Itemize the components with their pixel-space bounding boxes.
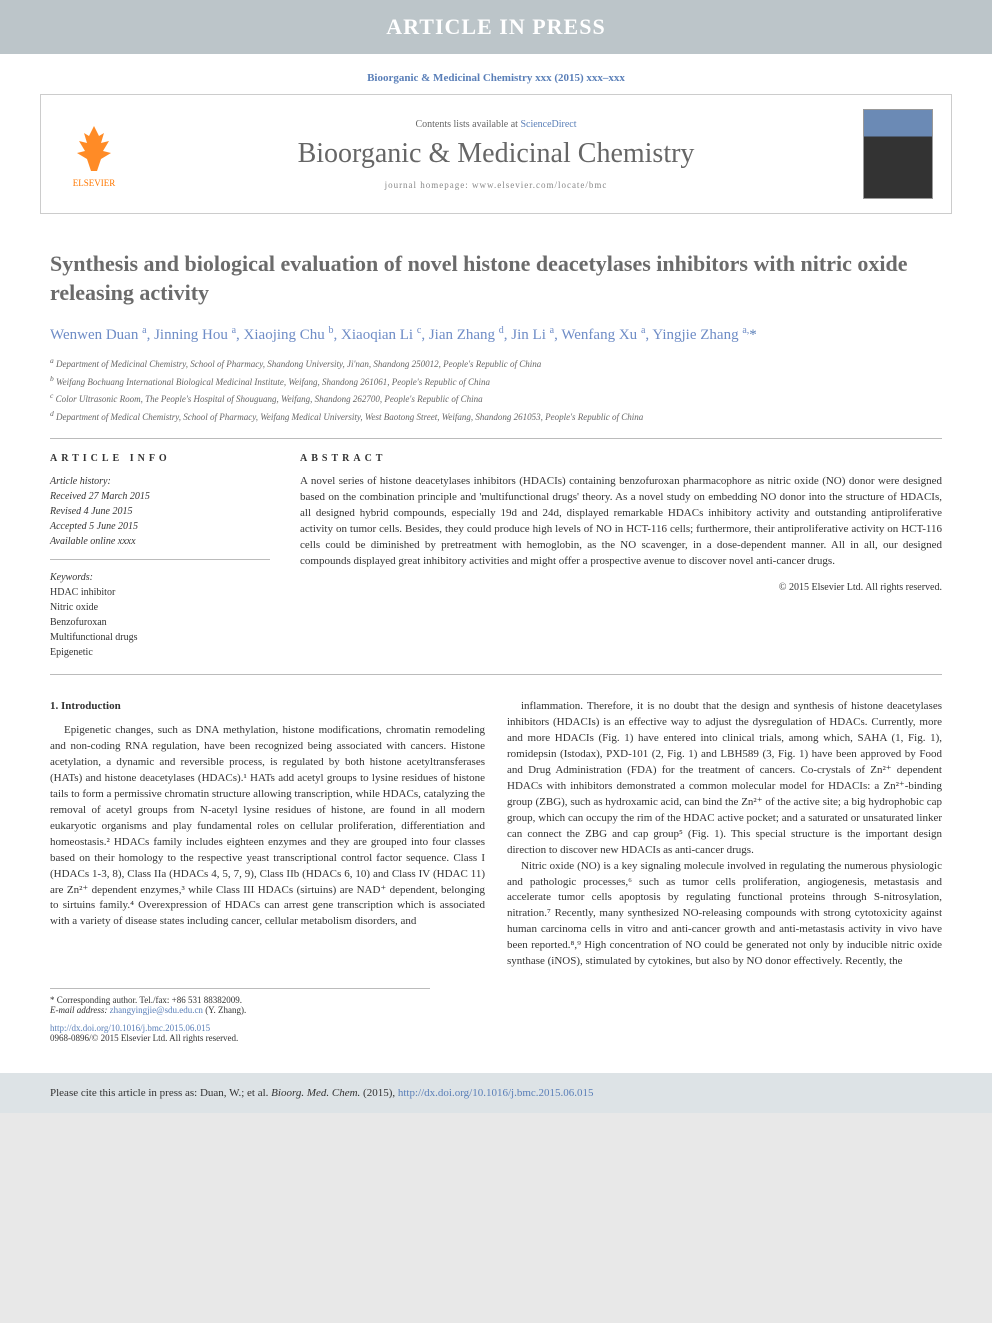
- footer-year: (2015),: [360, 1087, 398, 1099]
- intro-paragraph-2: inflammation. Therefore, it is no doubt …: [507, 699, 942, 858]
- elsevier-label: ELSEVIER: [73, 178, 116, 188]
- corresp-line: * Corresponding author. Tel./fax: +86 53…: [50, 995, 430, 1005]
- keyword-item: Multifunctional drugs: [50, 630, 270, 645]
- elsevier-logo: ELSEVIER: [59, 114, 129, 194]
- body-column-right: inflammation. Therefore, it is no doubt …: [507, 699, 942, 970]
- journal-name: Bioorganic & Medicinal Chemistry: [129, 138, 863, 170]
- body-column-left: 1. Introduction Epigenetic changes, such…: [50, 699, 485, 970]
- keyword-item: Nitric oxide: [50, 600, 270, 615]
- keyword-item: HDAC inhibitor: [50, 585, 270, 600]
- corresponding-author: * Corresponding author. Tel./fax: +86 53…: [50, 988, 430, 1015]
- top-citation: Bioorganic & Medicinal Chemistry xxx (20…: [0, 54, 992, 94]
- affiliation-line: c Color Ultrasonic Room, The People's Ho…: [50, 390, 942, 407]
- contents-line: Contents lists available at ScienceDirec…: [129, 119, 863, 130]
- sciencedirect-link[interactable]: ScienceDirect: [520, 119, 576, 130]
- body-text: 1. Introduction Epigenetic changes, such…: [50, 699, 942, 970]
- intro-paragraph-1: Epigenetic changes, such as DNA methylat…: [50, 723, 485, 930]
- affiliation-line: b Weifang Bochuang International Biologi…: [50, 373, 942, 390]
- article-info-column: ARTICLE INFO Article history: Received 2…: [50, 453, 270, 660]
- abstract-label: ABSTRACT: [300, 453, 942, 464]
- revised-date: Revised 4 June 2015: [50, 504, 270, 519]
- keywords-label: Keywords:: [50, 570, 270, 585]
- doi-link[interactable]: http://dx.doi.org/10.1016/j.bmc.2015.06.…: [50, 1023, 210, 1033]
- email-label: E-mail address:: [50, 1005, 110, 1015]
- footer-journal: Bioorg. Med. Chem.: [271, 1087, 360, 1099]
- doi-block: http://dx.doi.org/10.1016/j.bmc.2015.06.…: [50, 1023, 942, 1043]
- section-heading-intro: 1. Introduction: [50, 699, 485, 715]
- journal-cover-thumbnail: [863, 109, 933, 199]
- divider: [50, 674, 942, 675]
- email-suffix: (Y. Zhang).: [203, 1005, 246, 1015]
- article-in-press-banner: ARTICLE IN PRESS: [0, 0, 992, 54]
- intro-paragraph-3: Nitric oxide (NO) is a key signaling mol…: [507, 859, 942, 971]
- keyword-item: Benzofuroxan: [50, 615, 270, 630]
- homepage-prefix: journal homepage:: [385, 180, 472, 190]
- history-label: Article history:: [50, 474, 270, 489]
- footer-prefix: Please cite this article in press as: Du…: [50, 1087, 271, 1099]
- article-title: Synthesis and biological evaluation of n…: [50, 250, 942, 307]
- article-info-label: ARTICLE INFO: [50, 453, 270, 464]
- keyword-item: Epigenetic: [50, 645, 270, 660]
- divider: [50, 438, 942, 439]
- homepage-line: journal homepage: www.elsevier.com/locat…: [129, 180, 863, 190]
- received-date: Received 27 March 2015: [50, 489, 270, 504]
- elsevier-tree-icon: [69, 121, 119, 176]
- footer-doi-link[interactable]: http://dx.doi.org/10.1016/j.bmc.2015.06.…: [398, 1087, 594, 1099]
- abstract-column: ABSTRACT A novel series of histone deace…: [300, 453, 942, 660]
- journal-header: ELSEVIER Contents lists available at Sci…: [40, 94, 952, 214]
- affiliation-line: d Department of Medical Chemistry, Schoo…: [50, 408, 942, 425]
- affiliation-line: a Department of Medicinal Chemistry, Sch…: [50, 355, 942, 372]
- doi-rights: 0968-0896/© 2015 Elsevier Ltd. All right…: [50, 1033, 238, 1043]
- abstract-copyright: © 2015 Elsevier Ltd. All rights reserved…: [300, 582, 942, 593]
- corresp-email[interactable]: zhangyingjie@sdu.edu.cn: [110, 1005, 203, 1015]
- available-date: Available online xxxx: [50, 534, 270, 549]
- contents-prefix: Contents lists available at: [415, 119, 520, 130]
- abstract-text: A novel series of histone deacetylases i…: [300, 474, 942, 570]
- keywords-block: Keywords: HDAC inhibitorNitric oxideBenz…: [50, 570, 270, 660]
- homepage-url[interactable]: www.elsevier.com/locate/bmc: [472, 180, 607, 190]
- article-history: Article history: Received 27 March 2015 …: [50, 474, 270, 560]
- accepted-date: Accepted 5 June 2015: [50, 519, 270, 534]
- citation-footer: Please cite this article in press as: Du…: [0, 1073, 992, 1113]
- authors-list: Wenwen Duan a, Jinning Hou a, Xiaojing C…: [50, 323, 942, 347]
- affiliations-block: a Department of Medicinal Chemistry, Sch…: [50, 355, 942, 424]
